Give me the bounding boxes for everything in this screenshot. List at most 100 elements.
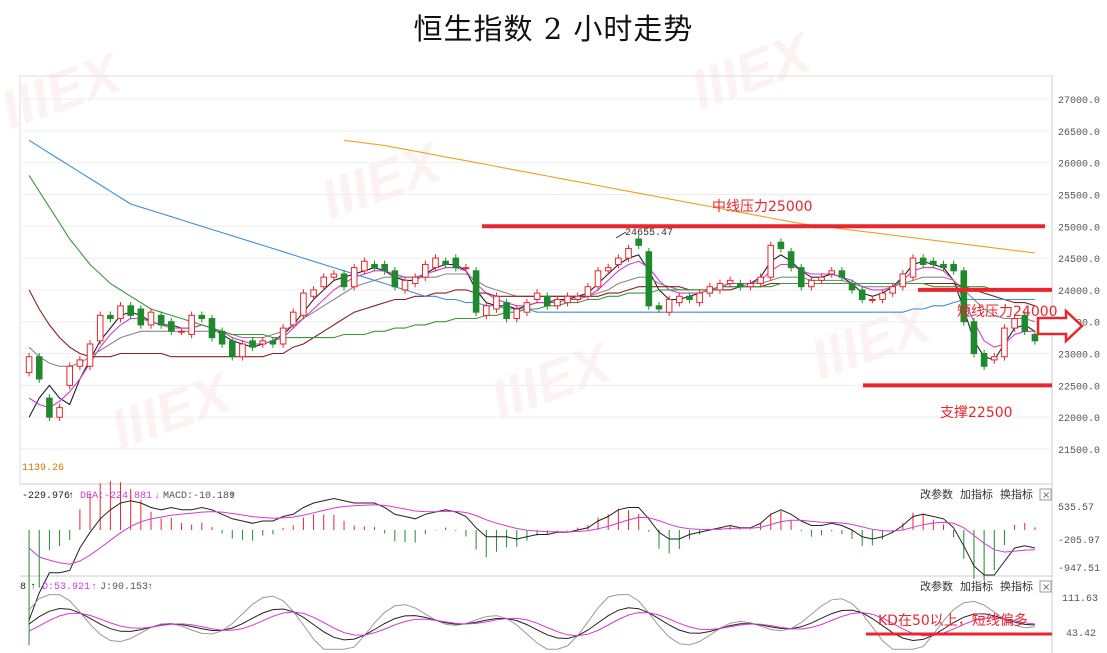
candle-body bbox=[757, 276, 764, 285]
annotation-short-resistance: 短线压力24000 bbox=[957, 304, 1058, 320]
macd-add-indicator-button[interactable]: 加指标 bbox=[960, 487, 993, 501]
candle-body bbox=[919, 257, 927, 265]
candle-body bbox=[239, 343, 246, 358]
annotation-support: 支撑22500 bbox=[940, 405, 1013, 421]
candle-body bbox=[391, 270, 399, 288]
candle-body bbox=[107, 314, 114, 320]
candle-body bbox=[940, 263, 947, 269]
candle-body bbox=[482, 305, 490, 316]
candle-body bbox=[371, 263, 378, 269]
candle-body bbox=[401, 279, 409, 291]
y-tick-label: 24500.0 bbox=[1058, 255, 1100, 266]
macd-dea-value: DEA:-224.881 bbox=[80, 491, 152, 502]
candle-body bbox=[554, 298, 561, 307]
low-price-label: 1139.26 bbox=[22, 463, 64, 474]
candle-body bbox=[472, 270, 480, 313]
high-price-label: 24655.47 bbox=[625, 228, 673, 239]
kdj-switch-indicator-button[interactable]: 换指标 bbox=[1000, 579, 1033, 593]
candle-body bbox=[432, 257, 439, 269]
y-tick-label: 21500.0 bbox=[1058, 446, 1100, 457]
y-tick-label: 24000.0 bbox=[1058, 287, 1100, 298]
chart-title: 恒生指数 2 小时走势 bbox=[413, 12, 694, 46]
svg-text:IIIEX: IIIEX bbox=[103, 359, 242, 461]
candle-body bbox=[604, 267, 612, 272]
candle-body bbox=[249, 340, 256, 348]
candle-body bbox=[289, 311, 297, 326]
candle-body bbox=[858, 289, 866, 300]
kdj-d-value: D:53.921 bbox=[42, 582, 90, 593]
candle-body bbox=[543, 295, 551, 307]
candle-body bbox=[157, 314, 165, 326]
y-tick-label: 26500.0 bbox=[1058, 128, 1100, 139]
candle-body bbox=[1021, 314, 1029, 332]
candle-body bbox=[777, 241, 785, 250]
candle-body bbox=[564, 295, 571, 304]
candle-body bbox=[411, 276, 419, 285]
candle-body bbox=[147, 311, 155, 326]
candle-body bbox=[25, 356, 33, 374]
y-tick-label: 23000.0 bbox=[1058, 351, 1100, 362]
candle-body bbox=[797, 267, 805, 288]
candle-body bbox=[168, 321, 175, 332]
macd-controls: 改参数 加指标 换指标 × bbox=[920, 487, 1052, 501]
candle-body bbox=[869, 298, 876, 301]
candle-body bbox=[574, 295, 582, 300]
macd-close-glyph: × bbox=[1042, 490, 1050, 501]
candle-body bbox=[645, 251, 653, 307]
candle-body bbox=[198, 314, 206, 320]
candle-body bbox=[625, 248, 632, 259]
candle-body bbox=[930, 260, 937, 265]
kdj-change-params-button[interactable]: 改参数 bbox=[920, 579, 953, 593]
candle-body bbox=[137, 308, 145, 326]
candle-body bbox=[970, 321, 978, 355]
candle-body bbox=[818, 276, 825, 281]
high-price-pointer bbox=[615, 231, 627, 239]
candle-body bbox=[259, 340, 267, 345]
y-tick-label: 22500.0 bbox=[1058, 382, 1100, 393]
kdj-header: 8 ↑ D:53.921 ↑ J:90.153 ↑ bbox=[20, 582, 153, 593]
candle-body bbox=[879, 292, 886, 300]
candle-body bbox=[980, 353, 988, 367]
macd-change-params-button[interactable]: 改参数 bbox=[920, 487, 953, 501]
candle-body bbox=[747, 283, 754, 288]
candle-body bbox=[76, 359, 84, 367]
candle-body bbox=[655, 305, 663, 310]
series-line-ma-pink bbox=[28, 260, 1035, 409]
candle-body bbox=[442, 260, 449, 265]
candle-body bbox=[228, 340, 236, 358]
macd-header: -229.976 ↑ DEA:-224.881 ↓ MACD:-10.189 ↑ bbox=[22, 491, 235, 502]
candle-body bbox=[269, 340, 277, 345]
candle-body bbox=[178, 330, 185, 333]
kdj-add-indicator-button[interactable]: 加指标 bbox=[960, 579, 993, 593]
candle-body bbox=[300, 292, 307, 316]
candle-body bbox=[828, 270, 836, 275]
macd-tick-top: 535.57 bbox=[1058, 503, 1094, 514]
candle-body bbox=[381, 263, 388, 272]
candle-body bbox=[523, 302, 531, 313]
macd-close-icon[interactable] bbox=[1039, 488, 1052, 501]
candle-body bbox=[493, 295, 500, 310]
macd-hist-arrow: ↑ bbox=[229, 491, 235, 502]
kdj-tick-bottom: 43.42 bbox=[1066, 629, 1096, 640]
y-tick-label: 25500.0 bbox=[1058, 191, 1100, 202]
macd-switch-indicator-button[interactable]: 换指标 bbox=[1000, 487, 1033, 501]
candle-body bbox=[361, 260, 368, 272]
candle-body bbox=[848, 283, 856, 291]
candle-body bbox=[208, 318, 216, 339]
candle-body bbox=[767, 244, 775, 278]
svg-text:IIIEX: IIIEX bbox=[683, 19, 822, 121]
candle-body bbox=[533, 292, 541, 300]
candle-body bbox=[706, 286, 714, 294]
candle-body bbox=[86, 343, 94, 367]
candle-body bbox=[676, 295, 683, 304]
candle-body bbox=[462, 267, 470, 270]
macd-dea-line bbox=[28, 504, 1035, 565]
candle-body bbox=[340, 273, 348, 288]
candle-body bbox=[279, 327, 287, 345]
candle-body bbox=[350, 267, 358, 288]
series-line-ma-blue bbox=[28, 139, 1035, 313]
candle-body bbox=[594, 270, 602, 288]
svg-text:IIIEX: IIIEX bbox=[313, 129, 452, 231]
kdj-close-icon[interactable] bbox=[1039, 580, 1052, 593]
